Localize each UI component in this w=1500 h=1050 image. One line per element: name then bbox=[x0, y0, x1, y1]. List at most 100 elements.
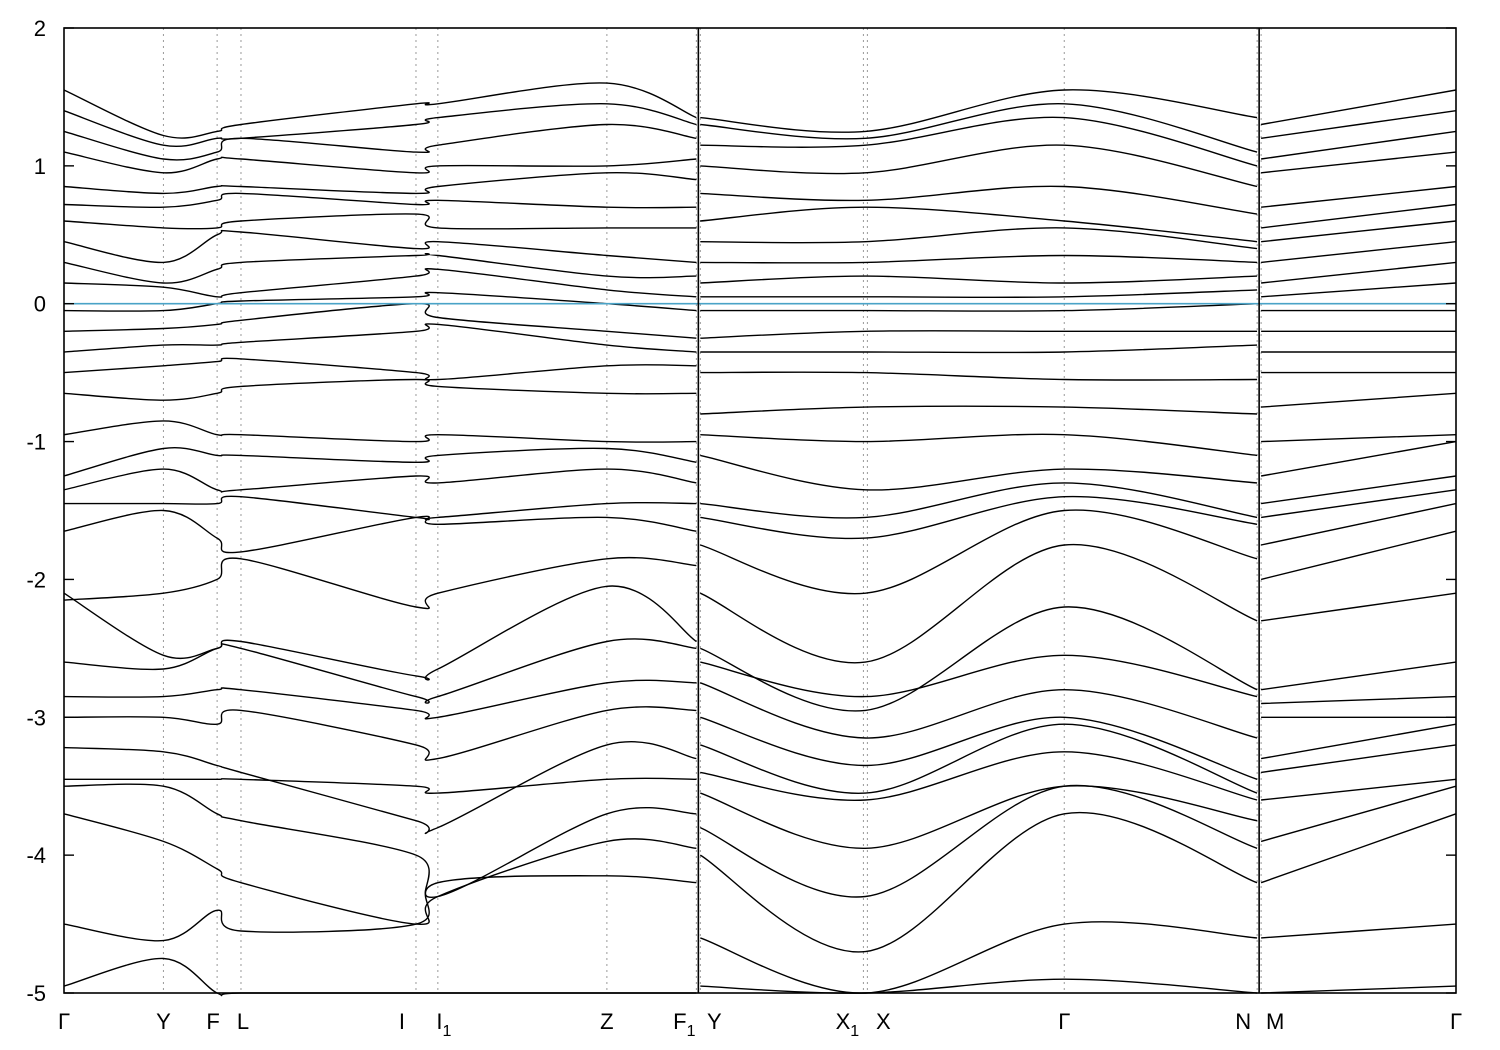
band-line bbox=[63, 556, 697, 610]
band-line bbox=[1260, 530, 1457, 581]
band-line bbox=[1261, 985, 1457, 994]
x-tick-label: I bbox=[399, 1009, 405, 1034]
band-line bbox=[63, 151, 697, 174]
band-line bbox=[64, 495, 697, 521]
band-line bbox=[1260, 785, 1457, 843]
band-line bbox=[1260, 502, 1457, 546]
band-line bbox=[700, 371, 1258, 381]
x-tick-label: F bbox=[206, 1009, 219, 1034]
band-line bbox=[700, 682, 1258, 739]
band-line bbox=[1260, 723, 1457, 760]
band-line bbox=[699, 811, 1258, 953]
band-line bbox=[700, 723, 1258, 794]
band-line bbox=[1261, 151, 1457, 174]
band-line bbox=[63, 103, 697, 147]
band-line bbox=[63, 783, 697, 899]
x-tick-label: X bbox=[876, 1009, 891, 1034]
band-line bbox=[700, 206, 1258, 243]
band-line bbox=[1260, 813, 1457, 884]
x-tick-label: F1 bbox=[673, 1009, 695, 1040]
band-line bbox=[700, 303, 1258, 312]
band-line bbox=[63, 468, 697, 493]
band-line bbox=[1261, 434, 1457, 443]
band-line bbox=[700, 275, 1258, 284]
band-line bbox=[700, 144, 1258, 188]
band-line bbox=[63, 447, 697, 477]
band-line bbox=[63, 585, 697, 681]
y-axis: 2 1 0 -1 -2 -3 -4 -5 bbox=[26, 16, 1456, 1006]
band-line bbox=[63, 192, 697, 209]
band-line bbox=[1261, 130, 1457, 160]
band-line bbox=[700, 454, 1258, 491]
x-tick-label: Γ bbox=[1058, 1009, 1070, 1034]
band-line bbox=[700, 330, 1258, 339]
band-line bbox=[1261, 392, 1457, 408]
x-tick-label: N bbox=[1235, 1009, 1251, 1034]
band-line bbox=[1260, 89, 1457, 126]
band-line bbox=[1261, 923, 1457, 939]
band-line bbox=[700, 654, 1258, 698]
band-line bbox=[1261, 110, 1457, 139]
band-line bbox=[63, 229, 697, 264]
kpoint-gridlines bbox=[162, 28, 1262, 993]
band-line bbox=[63, 957, 697, 997]
band-line bbox=[700, 433, 1258, 457]
band-line bbox=[700, 543, 1258, 664]
band-line bbox=[63, 420, 697, 443]
band-line bbox=[63, 171, 697, 195]
band-line bbox=[63, 268, 697, 298]
band-line bbox=[63, 323, 697, 353]
y-tick-label: -4 bbox=[26, 843, 46, 868]
band-line bbox=[700, 405, 1258, 415]
band-line bbox=[700, 495, 1258, 540]
y-tick-label: 1 bbox=[34, 154, 46, 179]
band-line bbox=[700, 116, 1258, 167]
y-tick-label: -1 bbox=[26, 430, 46, 455]
band-line bbox=[1260, 440, 1457, 477]
band-line bbox=[64, 777, 697, 794]
y-tick-label: -5 bbox=[26, 981, 46, 1006]
band-line bbox=[1261, 241, 1457, 264]
y-tick-label: 2 bbox=[34, 16, 46, 41]
band-line bbox=[63, 291, 697, 312]
band-line bbox=[63, 357, 697, 381]
band-line bbox=[63, 638, 697, 704]
band-line bbox=[700, 227, 1258, 250]
band-line bbox=[700, 185, 1258, 215]
band-line bbox=[1261, 778, 1457, 801]
y-tick-label: -3 bbox=[26, 705, 46, 730]
band-line bbox=[63, 302, 697, 339]
band-line bbox=[63, 875, 697, 942]
band-line bbox=[1261, 282, 1457, 298]
band-line bbox=[700, 482, 1258, 519]
band-line bbox=[63, 813, 697, 925]
band-line bbox=[63, 740, 697, 835]
x-tick-label: Y bbox=[156, 1009, 171, 1034]
y-tick-label: -2 bbox=[26, 567, 46, 592]
band-line bbox=[700, 103, 1258, 153]
band-line bbox=[700, 606, 1258, 712]
band-line bbox=[1261, 661, 1457, 691]
plot-frame bbox=[63, 27, 1457, 994]
band-lines bbox=[63, 82, 1457, 997]
band-line bbox=[700, 509, 1258, 595]
band-line bbox=[700, 254, 1258, 264]
band-line bbox=[1261, 489, 1457, 519]
band-line bbox=[63, 123, 697, 161]
band-line bbox=[63, 509, 697, 554]
band-line bbox=[63, 378, 697, 401]
x-tick-label: Y bbox=[707, 1009, 722, 1034]
band-line bbox=[700, 289, 1258, 299]
band-line bbox=[700, 716, 1258, 780]
band-line bbox=[700, 751, 1258, 801]
band-line bbox=[63, 679, 697, 720]
band-line bbox=[1261, 185, 1457, 208]
band-line bbox=[63, 213, 697, 230]
band-line bbox=[700, 785, 1258, 850]
band-line bbox=[63, 706, 697, 761]
band-line bbox=[63, 82, 697, 139]
band-line bbox=[1261, 261, 1457, 284]
x-axis: Γ Y F L I I1 Z F1 Y X1 X Γ N M Γ bbox=[58, 1009, 1462, 1040]
band-line bbox=[63, 252, 697, 284]
band-line bbox=[700, 89, 1258, 133]
